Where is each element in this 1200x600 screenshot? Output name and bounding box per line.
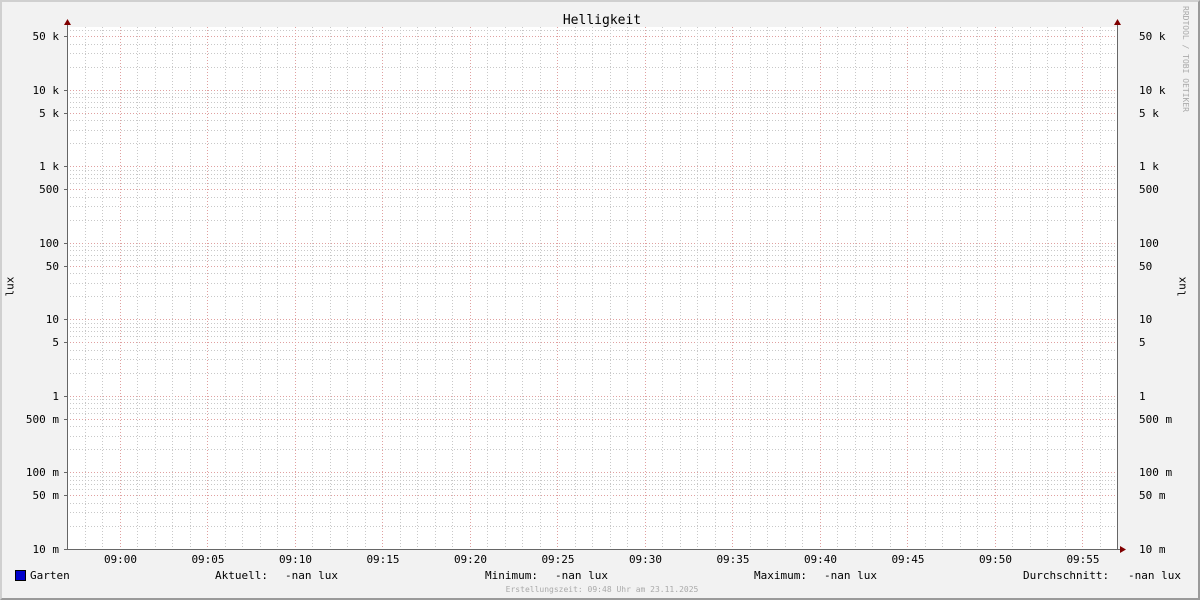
x-tick-label: 09:25 (541, 553, 575, 566)
watermark: RRDTOOL / TOBI OETIKER (1181, 6, 1190, 112)
x-tick-label: 09:50 (978, 553, 1013, 566)
y-tick-label-right: 1 (1139, 389, 1146, 403)
y-axis-arrow-left (64, 19, 71, 25)
y-tick-label-left: 1 k (39, 160, 59, 174)
creation-time-footer: Erstellungszeit: 09:48 Uhr am 23.11.2025 (505, 585, 699, 594)
y-tick-label-left: 500 (39, 183, 59, 197)
y-tick-label-left: 50 m (32, 489, 60, 503)
y-tick-label-right: 10 k (1139, 83, 1166, 97)
y-tick-label-left: 5 (52, 336, 59, 350)
legend-current-label: Aktuell: (215, 569, 268, 582)
y-tick-label-left: 100 (39, 236, 59, 250)
legend-avg-label: Durchschnitt: (1023, 569, 1110, 582)
y-tick-label-left: 10 (45, 313, 59, 327)
x-tick-label: 09:15 (366, 553, 400, 566)
y-tick-label-left: 50 k (32, 30, 60, 44)
legend-avg-value: -nan lux (1128, 569, 1181, 582)
y-tick-label-right: 5 (1139, 336, 1146, 350)
legend-min-value: -nan lux (555, 569, 608, 582)
legend-max-value: -nan lux (824, 569, 877, 582)
y-axis-label-right: lux (1175, 276, 1189, 297)
y-tick-label-right: 50 m (1139, 489, 1166, 503)
y-tick-label-left: 100 m (25, 466, 59, 480)
x-tick-label: 09:30 (628, 553, 663, 566)
x-tick-label: 09:05 (191, 553, 225, 566)
x-tick-label: 09:40 (803, 553, 838, 566)
legend-series-name: Garten (30, 569, 70, 582)
y-tick-label-left: 10 k (32, 83, 60, 97)
y-tick-label-right: 1 k (1139, 160, 1159, 174)
x-axis-arrow (1120, 546, 1126, 553)
legend-swatch-garten (15, 570, 26, 581)
x-tick-label: 09:45 (891, 553, 925, 566)
y-tick-label-right: 500 (1139, 183, 1159, 197)
y-tick-label-left: 5 k (39, 106, 59, 120)
y-tick-label-right: 10 m (1139, 543, 1166, 556)
y-axis-label-left: lux (3, 276, 17, 297)
y-tick-label-right: 5 k (1139, 106, 1159, 120)
x-tick-label: 09:20 (453, 553, 488, 566)
y-tick-label-right: 50 (1139, 259, 1153, 273)
x-tick-label: 09:35 (716, 553, 750, 566)
x-tick-label: 09:00 (103, 553, 138, 566)
y-tick-label-left: 1 (52, 389, 59, 403)
y-axis-arrow-right (1114, 19, 1121, 25)
y-tick-label-right: 50 k (1139, 30, 1166, 44)
legend-min-label: Minimum: (485, 569, 538, 582)
y-tick-label-left: 50 (45, 259, 59, 273)
y-tick-label-right: 100 (1139, 236, 1159, 250)
legend-max-label: Maximum: (754, 569, 807, 582)
y-tick-label-right: 500 m (1139, 412, 1173, 426)
x-tick-label: 09:55 (1066, 553, 1100, 566)
x-tick-label: 09:10 (278, 553, 313, 566)
y-tick-label-right: 100 m (1139, 466, 1173, 480)
y-tick-label-left: 500 m (25, 412, 59, 426)
y-tick-label-right: 10 (1139, 313, 1153, 327)
y-tick-label-left: 10 m (32, 543, 60, 556)
chart-title: Helligkeit (562, 13, 642, 28)
legend-current-value: -nan lux (285, 569, 338, 582)
